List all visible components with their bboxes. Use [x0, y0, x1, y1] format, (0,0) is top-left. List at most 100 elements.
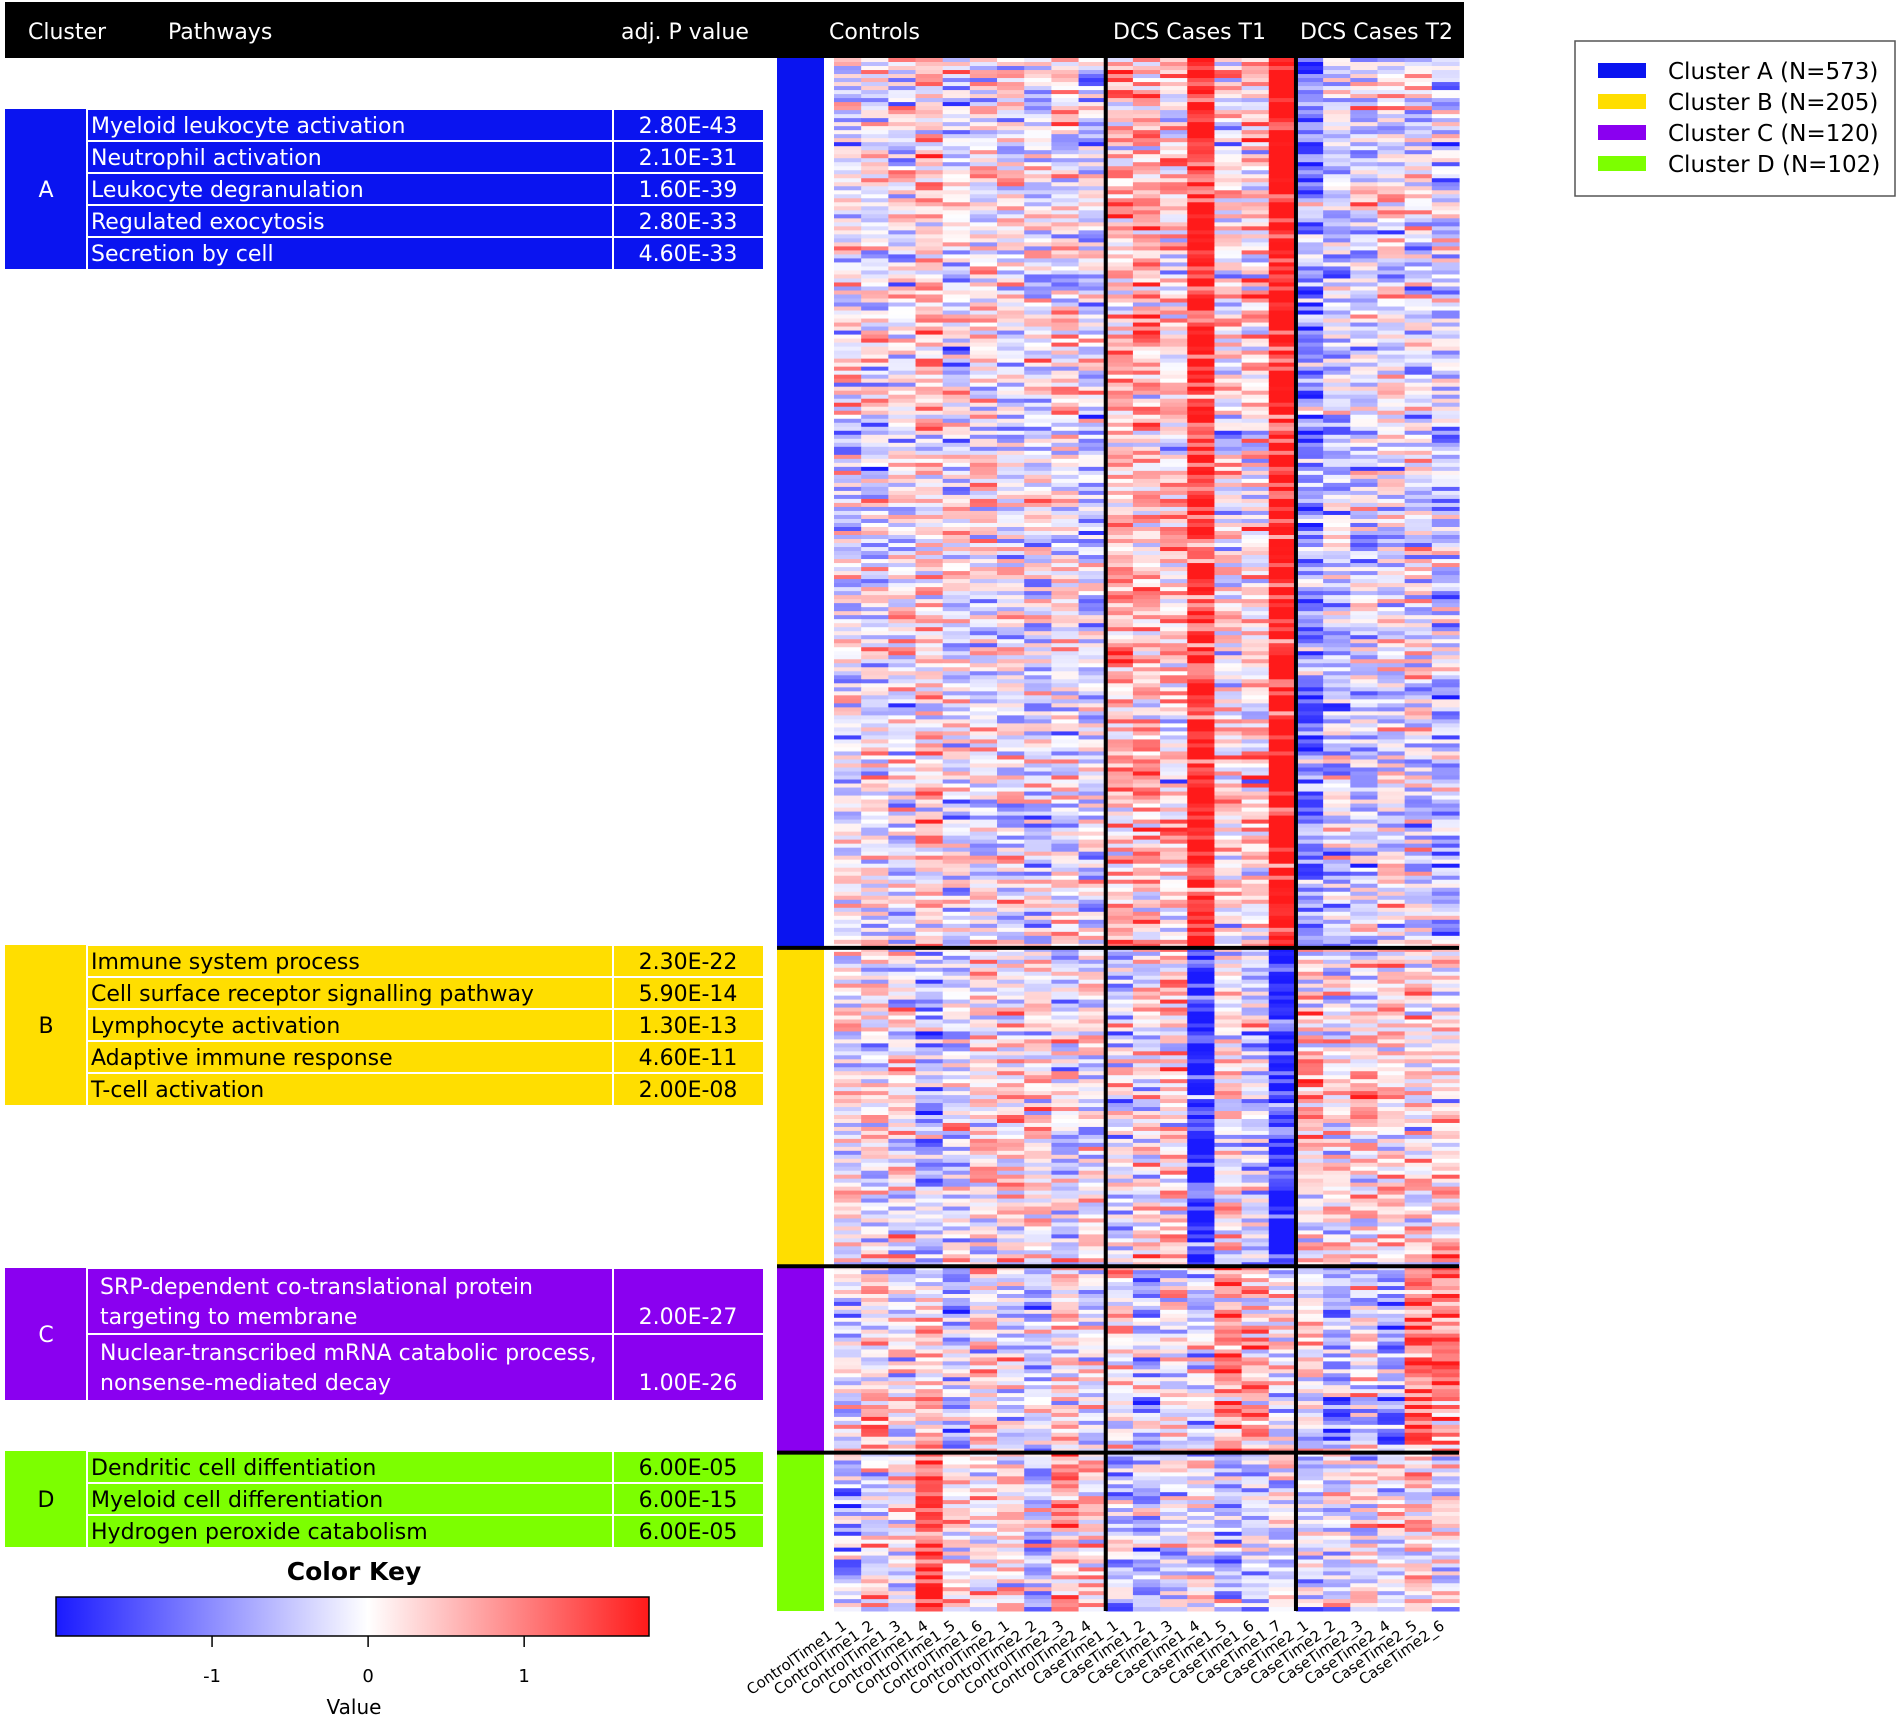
- heatmap-cell: [1187, 166, 1216, 171]
- heatmap-cell: [834, 370, 862, 376]
- heatmap-cell: [1160, 803, 1188, 809]
- heatmap-cell: [1160, 535, 1188, 540]
- heatmap-cell: [1295, 362, 1324, 368]
- heatmap-cell: [915, 418, 944, 424]
- heatmap-cell: [1404, 687, 1433, 692]
- heatmap-cell: [1377, 535, 1406, 540]
- heatmap-cell: [861, 811, 889, 817]
- heatmap-cell: [1160, 547, 1188, 552]
- heatmap-cell: [1024, 711, 1052, 716]
- heatmap-cell: [1404, 186, 1433, 191]
- heatmap-cell: [1295, 643, 1324, 648]
- heatmap-cell: [1295, 422, 1324, 428]
- heatmap-cell: [1105, 563, 1134, 568]
- heatmap-cell: [834, 342, 862, 348]
- heatmap-cell: [1132, 510, 1161, 516]
- heatmap-cell: [942, 318, 971, 324]
- heatmap-cell: [1132, 62, 1161, 67]
- heatmap-cell: [861, 707, 889, 712]
- heatmap-cell: [1160, 911, 1188, 917]
- heatmap-cell: [1404, 294, 1433, 300]
- heatmap-cell: [997, 795, 1025, 801]
- heatmap-cell: [1241, 62, 1270, 67]
- heatmap-cell: [915, 86, 944, 91]
- heatmap-cell: [915, 394, 944, 400]
- heatmap-cell: [942, 502, 971, 508]
- heatmap-cell: [1377, 727, 1406, 732]
- heatmap-cell: [1241, 571, 1270, 576]
- heatmap-cell: [1377, 583, 1406, 588]
- heatmap-cell: [1241, 819, 1270, 825]
- heatmap-cell: [888, 539, 917, 544]
- heatmap-cell: [1105, 402, 1134, 408]
- heatmap-cell: [1268, 759, 1297, 764]
- heatmap-cell: [1132, 246, 1161, 251]
- heatmap-cell: [1024, 222, 1052, 227]
- heatmap-cell: [1078, 146, 1107, 151]
- heatmap-cell: [1187, 587, 1216, 592]
- heatmap-cell: [1214, 318, 1243, 324]
- heatmap-cell: [1187, 130, 1216, 135]
- heatmap-cell: [1350, 547, 1379, 552]
- heatmap-cell: [1295, 106, 1324, 111]
- heatmap-cell: [1295, 122, 1324, 127]
- heatmap-cell: [1377, 110, 1406, 115]
- heatmap-cell: [1377, 490, 1406, 496]
- heatmap-cell: [969, 154, 998, 159]
- heatmap-cell: [1078, 526, 1107, 532]
- heatmap-cell: [834, 474, 862, 480]
- heatmap-cell: [1078, 442, 1107, 448]
- heatmap-cell: [1431, 310, 1460, 316]
- heatmap-cell: [1078, 843, 1107, 849]
- heatmap-cell: [1051, 879, 1080, 885]
- heatmap-cell: [997, 671, 1025, 676]
- heatmap-cell: [969, 294, 998, 300]
- heatmap-cell: [942, 230, 971, 235]
- heatmap-cell: [942, 78, 971, 83]
- heatmap-cell: [1268, 611, 1297, 616]
- heatmap-cell: [1268, 278, 1297, 283]
- heatmap-cell: [1404, 607, 1433, 612]
- heatmap-cell: [1024, 847, 1052, 853]
- heatmap-cell: [969, 530, 998, 536]
- heatmap-cell: [1431, 663, 1460, 668]
- heatmap-cell: [1105, 446, 1134, 452]
- heatmap-cell: [1377, 659, 1406, 664]
- heatmap-cell: [1214, 759, 1243, 764]
- heatmap-cell: [1132, 522, 1161, 528]
- heatmap-cell: [1323, 747, 1351, 752]
- heatmap-cell: [1323, 639, 1351, 644]
- heatmap-cell: [1377, 190, 1406, 195]
- heatmap-cell: [1051, 74, 1080, 79]
- heatmap-cell: [888, 719, 917, 724]
- heatmap-cell: [1214, 631, 1243, 636]
- heatmap-cell: [1241, 559, 1270, 564]
- heatmap-cell: [834, 871, 862, 877]
- heatmap-cell: [1350, 723, 1379, 728]
- heatmap-cell: [1350, 839, 1379, 845]
- heatmap-cell: [1323, 907, 1351, 913]
- heatmap-cell: [1214, 711, 1243, 716]
- heatmap-cell: [861, 518, 889, 524]
- heatmap-cell: [1295, 863, 1324, 869]
- heatmap-cell: [834, 486, 862, 492]
- heatmap-cell: [1160, 623, 1188, 628]
- heatmap-cell: [888, 470, 917, 476]
- heatmap-cell: [861, 394, 889, 400]
- heatmap-cell: [997, 226, 1025, 231]
- heatmap-cell: [1105, 911, 1134, 917]
- heatmap-cell: [861, 679, 889, 684]
- heatmap-cell: [1431, 667, 1460, 672]
- heatmap-cell: [834, 446, 862, 452]
- heatmap-cell: [1132, 74, 1161, 79]
- heatmap-cell: [888, 154, 917, 159]
- heatmap-cell: [915, 522, 944, 528]
- heatmap-cell: [1404, 350, 1433, 356]
- heatmap-cell: [1051, 631, 1080, 636]
- heatmap-cell: [1132, 222, 1161, 227]
- heatmap-cell: [1241, 202, 1270, 207]
- heatmap-cell: [1132, 118, 1161, 123]
- heatmap-cell: [942, 454, 971, 460]
- heatmap-cell: [997, 286, 1025, 291]
- heatmap-cell: [1295, 62, 1324, 67]
